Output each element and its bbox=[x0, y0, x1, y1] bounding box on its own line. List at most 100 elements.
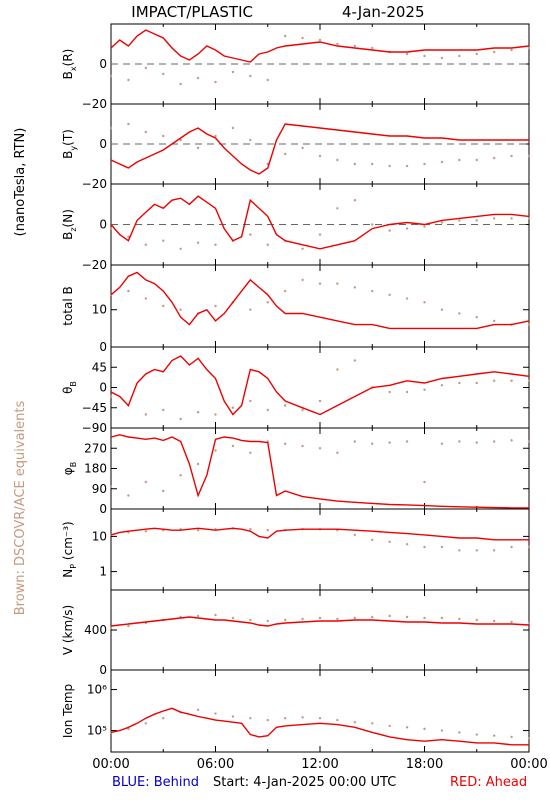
series-dscovr-point-bx bbox=[527, 46, 531, 50]
series-dscovr-point-bz bbox=[127, 235, 130, 238]
series-dscovr-point-by bbox=[301, 146, 304, 150]
series-dscovr-point-np bbox=[266, 528, 269, 532]
series-dscovr-point-np bbox=[388, 540, 391, 544]
series-dscovr-point-temp bbox=[144, 722, 148, 725]
series-dscovr-point-theta bbox=[301, 408, 304, 412]
x-tick-label: 12:00 bbox=[301, 757, 338, 772]
series-dscovr-point-theta bbox=[353, 359, 357, 362]
panel-phi: 270 180 90 0 φB bbox=[61, 427, 531, 516]
series-dscovr-point-temp bbox=[353, 720, 357, 724]
series-ahead-bz bbox=[110, 195, 530, 250]
series-dscovr-point-bx bbox=[231, 70, 235, 74]
series-dscovr-point-by bbox=[162, 134, 165, 138]
series-dscovr-point-phi bbox=[196, 462, 200, 466]
series-dscovr-point-btot bbox=[423, 301, 426, 304]
panel-btot: 10 0 total B bbox=[61, 264, 531, 354]
series-dscovr-point-temp bbox=[492, 734, 496, 737]
series-dscovr-point-phi bbox=[318, 447, 322, 450]
series-dscovr-point-btot bbox=[179, 308, 182, 311]
series-dscovr-point-by bbox=[231, 126, 235, 130]
series-dscovr-point-temp bbox=[527, 737, 531, 740]
series-dscovr-point-phi bbox=[179, 474, 182, 477]
series-dscovr-point-phi bbox=[109, 485, 113, 488]
series-dscovr-point-by bbox=[179, 138, 182, 142]
series-dscovr-point-by bbox=[249, 138, 252, 142]
y-tick-label-bz: −20 bbox=[82, 258, 107, 272]
series-dscovr-point-by bbox=[336, 158, 339, 162]
series-dscovr-point-btot bbox=[127, 289, 130, 293]
series-dscovr-point-v bbox=[527, 621, 531, 625]
series-dscovr-point-bx bbox=[371, 46, 374, 50]
series-dscovr-point-theta bbox=[440, 384, 444, 387]
y-axis-label-btot: total B bbox=[61, 286, 75, 326]
series-dscovr-point-theta bbox=[249, 399, 252, 403]
y-tick-label-btot: 10 bbox=[92, 303, 107, 317]
series-dscovr-point-bx bbox=[353, 44, 357, 48]
series-dscovr-point-temp bbox=[283, 717, 287, 720]
series-dscovr-point-btot bbox=[440, 308, 444, 311]
series-dscovr-point-by bbox=[458, 158, 461, 162]
series-dscovr-point-btot bbox=[388, 293, 391, 297]
series-ahead-np bbox=[110, 527, 529, 541]
y-tick-label-np: 10 bbox=[92, 529, 107, 543]
series-dscovr-point-theta bbox=[214, 413, 217, 416]
series-dscovr-point-v bbox=[423, 616, 426, 620]
series-dscovr-point-theta bbox=[423, 388, 426, 391]
series-dscovr-point-np bbox=[249, 528, 252, 531]
series-dscovr-point-btot bbox=[527, 323, 531, 326]
series-dscovr-point-temp bbox=[318, 717, 322, 720]
y-tick-label-bx: 0 bbox=[99, 57, 107, 71]
series-dscovr-point-v bbox=[492, 619, 496, 623]
series-dscovr-point-phi bbox=[510, 439, 513, 442]
series-dscovr-point-v bbox=[388, 614, 391, 618]
series-dscovr-point-bx bbox=[266, 78, 269, 82]
series-dscovr-point-temp bbox=[196, 708, 200, 712]
footer-behind: BLUE: Behind bbox=[112, 775, 199, 790]
series-dscovr-point-np bbox=[353, 533, 357, 537]
y-axis-label-bx: Bx(R) bbox=[61, 49, 78, 80]
series-dscovr-point-btot bbox=[371, 289, 374, 293]
series-dscovr-point-btot bbox=[301, 278, 304, 282]
series-dscovr-point-bx bbox=[249, 74, 252, 78]
panel-theta: 45 0 −45 −90 θB bbox=[61, 346, 531, 435]
y-axis-label-np: NP (cm⁻³) bbox=[61, 521, 78, 577]
series-dscovr-point-by bbox=[196, 146, 200, 150]
series-dscovr-point-bz bbox=[162, 239, 165, 242]
panel-frame-np bbox=[110, 508, 530, 591]
series-dscovr-point-btot bbox=[249, 308, 252, 311]
series-dscovr-point-bz bbox=[353, 199, 357, 202]
series-dscovr-point-np bbox=[492, 549, 496, 552]
series-dscovr-point-phi bbox=[214, 449, 217, 452]
series-dscovr-point-bx bbox=[318, 38, 322, 42]
series-dscovr-point-phi bbox=[405, 440, 409, 443]
series-dscovr-point-bx bbox=[458, 54, 461, 58]
series-dscovr-point-btot bbox=[405, 297, 409, 300]
series-dscovr-point-v bbox=[266, 619, 269, 623]
x-tick-label: 18:00 bbox=[406, 757, 443, 772]
series-dscovr-point-bx bbox=[440, 56, 444, 60]
series-ahead-temp bbox=[110, 707, 529, 746]
series-dscovr-point-temp bbox=[301, 716, 304, 719]
series-dscovr-point-btot bbox=[214, 304, 217, 308]
footer-ahead: RED: Ahead bbox=[450, 775, 527, 790]
y-tick-label-theta: −45 bbox=[82, 401, 107, 415]
series-dscovr-point-bz bbox=[458, 219, 461, 222]
x-tick-label: 00:00 bbox=[92, 757, 129, 772]
series-dscovr-point-bx bbox=[510, 48, 513, 52]
series-dscovr-point-bx bbox=[214, 80, 217, 84]
series-dscovr-point-np bbox=[405, 543, 409, 546]
series-dscovr-point-np bbox=[440, 545, 444, 549]
y-axis-label-phi: φB bbox=[61, 462, 78, 475]
series-dscovr-point-phi bbox=[492, 440, 496, 443]
x-tick-label: 00:00 bbox=[510, 757, 547, 772]
series-dscovr-point-bz bbox=[109, 227, 113, 230]
series-dscovr-point-bz bbox=[475, 219, 478, 222]
series-dscovr-point-v bbox=[301, 617, 304, 621]
footer-start: Start: 4-Jan-2025 00:00 UTC bbox=[213, 775, 396, 790]
series-dscovr-point-phi bbox=[231, 444, 235, 448]
y-tick-label-v: 0 bbox=[99, 663, 107, 677]
series-dscovr-point-by bbox=[475, 158, 478, 162]
panel-bx: 0 −20 Bx(R) bbox=[61, 23, 531, 111]
series-dscovr-point-temp bbox=[405, 726, 409, 729]
